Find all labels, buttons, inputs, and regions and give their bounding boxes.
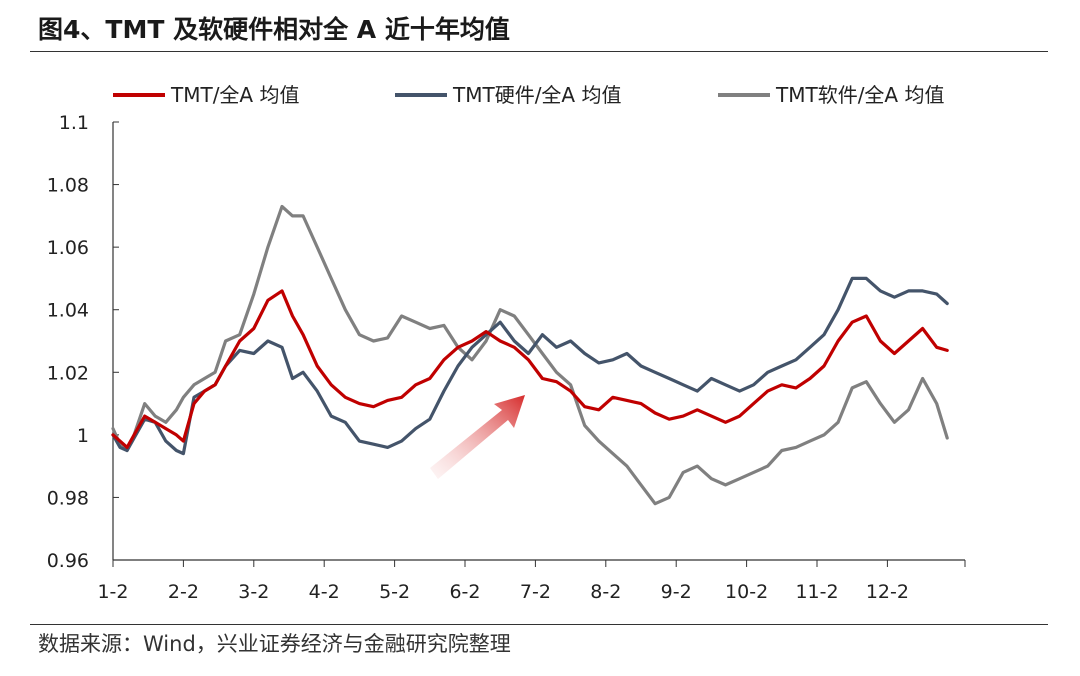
legend-label: TMT硬件/全A 均值	[452, 83, 621, 107]
series-line-tmt	[111, 289, 949, 449]
line-chart: TMT/全A 均值 TMT硬件/全A 均值 TMT软件/全A 均值 1.11.081…	[47, 83, 966, 603]
trend-arrow	[430, 395, 525, 479]
x-tick-label: 10-2	[725, 581, 768, 603]
y-tick-label: 1.1	[59, 112, 89, 134]
legend-item-tmt: TMT/全A 均值	[113, 83, 299, 107]
y-tick-label: 1.02	[47, 362, 89, 384]
x-tick-label: 11-2	[795, 581, 838, 603]
y-tick-label: 0.98	[47, 487, 89, 509]
title-divider	[30, 51, 1048, 52]
source-divider	[30, 624, 1048, 625]
chart-legend: TMT/全A 均值 TMT硬件/全A 均值 TMT软件/全A 均值	[113, 83, 944, 107]
x-tick-label: 1-2	[97, 581, 128, 603]
source-note: 数据来源：Wind，兴业证券经济与金融研究院整理	[38, 632, 511, 656]
x-tick-label: 4-2	[309, 581, 340, 603]
y-tick-label: 1.04	[47, 300, 89, 322]
y-tick-label: 1.08	[47, 175, 89, 197]
x-tick-label: 2-2	[168, 581, 199, 603]
y-tick-label: 1.06	[47, 237, 89, 259]
series-line-software	[111, 204, 949, 506]
chart-series	[111, 204, 949, 506]
legend-label: TMT软件/全A 均值	[775, 83, 944, 107]
x-tick-label: 5-2	[379, 581, 410, 603]
y-tick-label: 0.96	[47, 550, 89, 572]
x-tick-label: 6-2	[449, 581, 480, 603]
x-tick-label: 9-2	[661, 581, 692, 603]
x-tick-label: 7-2	[520, 581, 551, 603]
x-tick-label: 12-2	[866, 581, 909, 603]
legend-item-software: TMT软件/全A 均值	[718, 83, 944, 107]
y-tick-label: 1	[77, 425, 89, 447]
chart-axes: 1.1 1.08 1.06 1.04 1.02 1 0.98 0.96 1-2 2-2 3-2 4-2…	[47, 112, 966, 603]
legend-label: TMT/全A 均值	[170, 83, 299, 107]
chart-annotations	[430, 395, 525, 479]
chart-title: 图4、TMT 及软硬件相对全 A 近十年均值	[38, 15, 510, 44]
x-tick-label: 3-2	[238, 581, 269, 603]
legend-item-hardware: TMT硬件/全A 均值	[395, 83, 621, 107]
x-tick-label: 8-2	[590, 581, 621, 603]
